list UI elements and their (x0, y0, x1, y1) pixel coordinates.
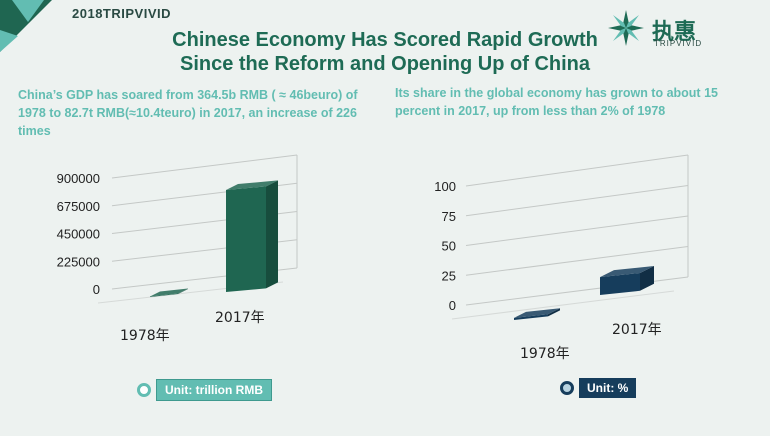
logo-english-text: TRIPVIVID (654, 39, 703, 48)
gdp-category-label: 1978年 (120, 328, 170, 344)
share-bar-front (600, 272, 640, 295)
share-description: Its share in the global economy has grow… (395, 86, 718, 118)
gdp-bar-top (150, 288, 188, 297)
page-title: Chinese Economy Has Scored Rapid Growth … (150, 28, 620, 76)
share-bar-side (640, 265, 654, 291)
title-line-1: Chinese Economy Has Scored Rapid Growth (172, 29, 598, 51)
share-y-tick-label: 50 (442, 239, 456, 254)
gdp-bar-side (178, 288, 188, 294)
gdp-chart: 0 225000 450000 675000 900000 1978年 2017年 (57, 154, 298, 344)
share-category-label: 2017年 (612, 322, 662, 338)
gdp-y-tick-label: 675000 (57, 199, 100, 214)
share-bar-side (548, 308, 560, 317)
title-line-2: Since the Reform and Opening Up of China (179, 53, 591, 75)
share-bar-front (514, 314, 548, 320)
gdp-description: China’s GDP has soared from 364.5b RMB (… (18, 88, 358, 138)
share-y-tick-label: 25 (442, 268, 456, 283)
share-y-tick-label: 75 (442, 209, 456, 224)
gdp-y-tick-label: 450000 (57, 227, 100, 242)
share-bar-top (600, 265, 654, 278)
ring-icon (560, 381, 574, 395)
gdp-unit-label: Unit: trillion RMB (156, 379, 272, 401)
share-chart: 0 25 50 75 100 1978年 2017年 (434, 154, 689, 362)
gdp-y-tick-label: 225000 (57, 254, 100, 269)
share-gridline (465, 215, 689, 246)
gdp-unit-legend: Unit: trillion RMB (137, 379, 272, 401)
gdp-bar-front (150, 293, 178, 297)
share-y-tick-label: 0 (449, 298, 456, 313)
gdp-bar-1 (226, 180, 278, 292)
share-unit-legend: Unit: % (560, 378, 637, 398)
logo-chinese-text: 执惠 (652, 20, 697, 45)
gdp-bar-side (266, 180, 278, 289)
gdp-gridline (111, 154, 298, 179)
gdp-bar-top (226, 180, 278, 191)
share-gridline (465, 185, 689, 217)
share-gridline (465, 246, 689, 276)
share-unit-label: Unit: % (579, 378, 637, 398)
share-floor-edge (451, 290, 675, 320)
share-bar-1 (600, 265, 654, 295)
ring-icon (137, 383, 151, 397)
share-gridline (465, 276, 689, 306)
share-bar-0 (514, 308, 560, 320)
gdp-category-label: 2017年 (215, 310, 265, 326)
corner-decoration (0, 0, 52, 52)
star-burst-icon (608, 10, 644, 46)
gdp-y-tick-label: 900000 (57, 171, 100, 186)
share-y-tick-label: 100 (434, 179, 456, 194)
brand-label: 2018TRIPVIVID (72, 6, 171, 21)
gdp-bar-0 (150, 288, 188, 297)
share-bar-top (514, 308, 560, 318)
gdp-bar-front (226, 186, 266, 292)
tripvivid-logo: 执惠 TRIPVIVID (606, 8, 718, 50)
share-gridline (465, 154, 689, 187)
gdp-y-tick-label: 0 (93, 282, 100, 297)
share-category-label: 1978年 (520, 346, 570, 362)
